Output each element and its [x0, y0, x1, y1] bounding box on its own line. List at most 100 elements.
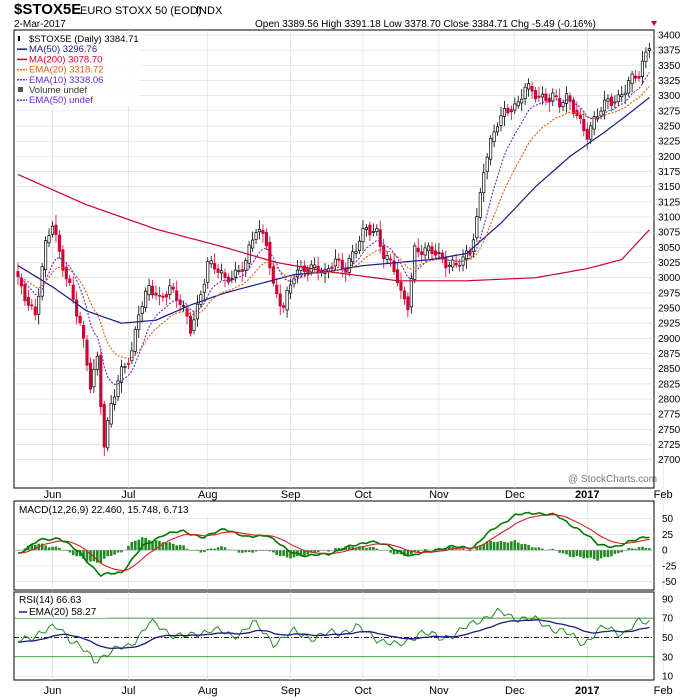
macd-histogram-bar	[75, 550, 78, 557]
macd-histogram-bar	[416, 550, 420, 553]
macd-histogram-bar	[168, 542, 172, 551]
candle-up	[37, 295, 41, 315]
macd-histogram-bar	[599, 550, 603, 559]
macd-histogram-bar	[499, 540, 503, 551]
macd-histogram-bar	[275, 550, 279, 555]
candle-up	[409, 278, 413, 308]
candle-up	[616, 94, 620, 103]
candle-down	[433, 250, 438, 256]
rsi-ema-label: EMA(20) 58.27	[29, 607, 97, 618]
macd-histogram-bar	[127, 545, 130, 551]
price-tick-label: 3325	[658, 76, 681, 87]
macd-histogram-bar	[637, 547, 641, 551]
macd-histogram-bar	[617, 550, 620, 554]
candle-up	[540, 93, 544, 98]
macd-histogram-bar	[299, 550, 303, 557]
macd-histogram-bar	[468, 550, 472, 552]
macd-histogram-bar	[120, 550, 123, 553]
macd-histogram-bar	[537, 547, 541, 551]
macd-histogram-bar	[109, 550, 113, 556]
x-tick-label: Jul	[121, 489, 135, 501]
macd-histogram-bar	[85, 550, 89, 562]
candle-up	[385, 255, 389, 260]
candle-down	[164, 294, 168, 298]
rsi-tick-label: 50	[662, 633, 674, 644]
price-tick-label: 2825	[658, 379, 681, 390]
macd-histogram-bar	[572, 550, 575, 558]
macd-signal-line	[17, 514, 650, 571]
macd-histogram-bar	[579, 550, 582, 557]
macd-histogram-bar	[58, 547, 61, 551]
candle-up	[520, 98, 524, 104]
macd-histogram-bar	[272, 550, 275, 553]
macd-histogram-bar	[161, 542, 165, 551]
macd-histogram-bar	[40, 543, 44, 551]
candle-up	[361, 228, 365, 243]
macd-histogram-bar	[51, 546, 54, 551]
price-tick-label: 2750	[658, 425, 681, 436]
exchange-label: INDX	[196, 5, 223, 17]
candle-down	[382, 245, 386, 260]
candle-up	[485, 156, 489, 173]
candle-down	[302, 265, 306, 272]
candle-up	[492, 131, 496, 143]
candle-down	[544, 93, 548, 101]
price-tick-label: 2800	[658, 395, 681, 406]
candle-up	[464, 250, 469, 260]
macd-histogram-bar	[158, 540, 161, 551]
x-tick-label: Jun	[44, 489, 62, 501]
candle-down	[271, 266, 275, 284]
macd-histogram-bar	[510, 541, 513, 551]
macd-histogram-bar	[361, 546, 365, 551]
macd-histogram-bar	[65, 550, 68, 551]
price-tick-label: 2725	[658, 440, 681, 451]
candle-up	[599, 110, 603, 117]
price-tick-label: 3125	[658, 197, 681, 208]
macd-histogram-bar	[606, 550, 610, 558]
macd-histogram-bar	[261, 550, 265, 551]
macd-histogram-bar	[54, 546, 58, 551]
candle-up	[119, 366, 124, 383]
candle-down	[368, 224, 372, 236]
x-tick-label: 2017	[575, 489, 599, 501]
candle-down	[389, 258, 393, 261]
candle-up	[206, 261, 210, 283]
candle-down	[216, 268, 220, 273]
candle-up	[592, 116, 596, 130]
symbol-title: $STOX5E	[14, 1, 81, 18]
macd-histogram-bar	[630, 548, 634, 551]
candle-down	[85, 339, 89, 366]
macd-histogram-bar	[216, 547, 220, 551]
candle-down	[54, 224, 58, 235]
x-tick-label: 2017	[575, 685, 599, 697]
macd-histogram-bar	[92, 550, 96, 562]
candle-up	[564, 93, 569, 104]
legend-background	[16, 32, 140, 106]
candle-up	[475, 216, 479, 239]
candle-up	[375, 228, 379, 233]
candle-down	[530, 86, 534, 92]
macd-histogram-bar	[240, 550, 244, 553]
candle-down	[154, 292, 158, 296]
candle-down	[585, 129, 589, 140]
macd-histogram-bar	[506, 542, 510, 551]
watermark: @ StockCharts.com	[568, 474, 657, 485]
candle-down	[568, 95, 572, 102]
candle-up	[192, 319, 196, 331]
macd-histogram-bar	[534, 547, 537, 551]
candle-down	[23, 284, 27, 302]
candle-up	[109, 403, 113, 425]
macd-histogram-bar	[71, 550, 75, 556]
macd-histogram-bar	[458, 549, 461, 551]
rsi-tick-label: 10	[662, 672, 674, 683]
legend-label-volume: Volume undef	[29, 85, 87, 96]
macd-histogram-bar	[254, 550, 258, 552]
macd-histogram-bar	[182, 545, 185, 551]
macd-histogram-bar	[479, 545, 482, 551]
candle-down	[306, 268, 310, 273]
macd-histogram-bar	[641, 546, 644, 551]
macd-histogram-bar	[627, 548, 630, 551]
candle-down	[506, 107, 510, 114]
candle-down	[537, 95, 541, 98]
